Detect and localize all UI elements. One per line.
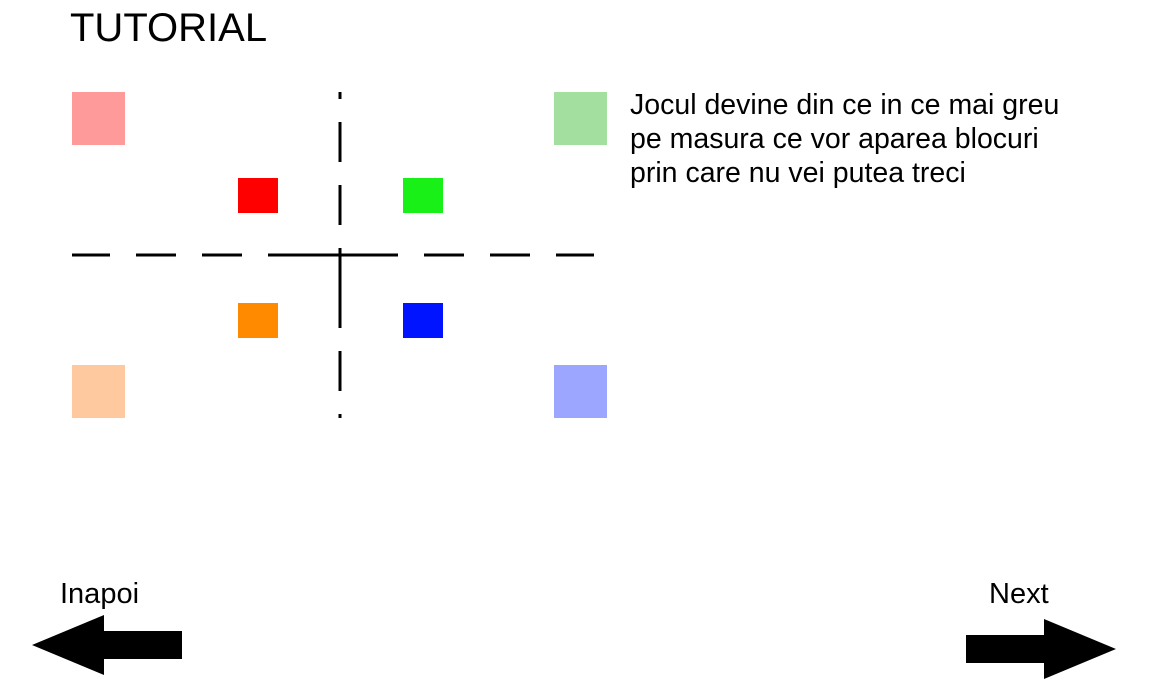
game-board: [72, 92, 607, 418]
corner-block-bottom-left: [72, 365, 125, 418]
corner-block-top-left: [72, 92, 125, 145]
corner-block-top-right: [554, 92, 607, 145]
arrow-right-icon[interactable]: [964, 618, 1116, 680]
back-label[interactable]: Inapoi: [60, 578, 140, 610]
next-label[interactable]: Next: [989, 578, 1049, 610]
block-red: [238, 178, 278, 213]
arrow-left-icon[interactable]: [32, 614, 184, 676]
block-orange: [238, 303, 278, 338]
page-title: TUTORIAL: [70, 6, 268, 50]
block-blue: [403, 303, 443, 338]
block-green: [403, 178, 443, 213]
tutorial-description: Jocul devine din ce in ce mai greu pe ma…: [630, 89, 1060, 189]
corner-block-bottom-right: [554, 365, 607, 418]
